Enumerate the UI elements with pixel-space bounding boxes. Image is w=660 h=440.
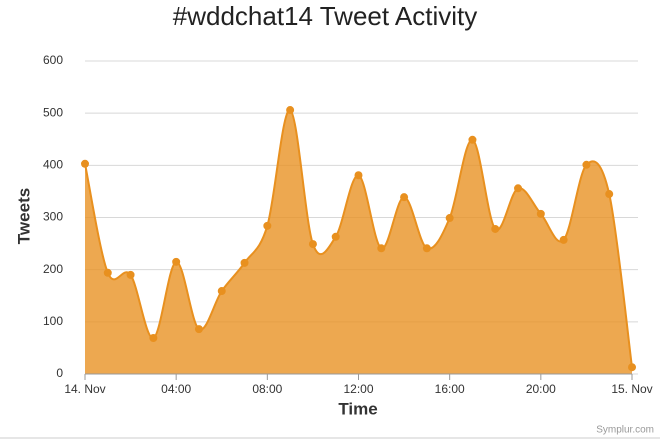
x-tick-label: 20:00 (526, 382, 556, 396)
y-tick-label: 0 (56, 366, 63, 380)
y-tick-label: 300 (43, 210, 63, 224)
x-tick-label: 04:00 (161, 382, 191, 396)
y-tick-label: 400 (43, 158, 63, 172)
point (286, 106, 295, 115)
x-tick-label: 16:00 (435, 382, 465, 396)
point (126, 270, 135, 279)
point (628, 363, 636, 372)
point (263, 221, 272, 230)
y-tick-label: 200 (43, 262, 63, 276)
y-tick-label: 500 (43, 105, 63, 119)
point (308, 240, 317, 249)
x-tick-label: 14. Nov (64, 382, 105, 396)
y-tick-label: 100 (43, 314, 63, 328)
chart-title: #wddchat14 Tweet Activity (173, 1, 477, 31)
point (491, 224, 500, 233)
x-tick-label: 15. Nov (611, 382, 652, 396)
point (331, 232, 340, 241)
point (217, 287, 226, 296)
point (400, 193, 409, 202)
point (103, 268, 112, 277)
point (536, 209, 545, 218)
area (85, 109, 632, 375)
point (377, 244, 386, 253)
x-axis-title: Time (338, 399, 377, 418)
y-axis-title: Tweets (14, 188, 33, 244)
point (422, 244, 431, 253)
point (240, 258, 249, 267)
y-tick-label: 600 (43, 53, 63, 67)
x-tick-label: 12:00 (343, 382, 373, 396)
point (194, 325, 203, 334)
point (582, 160, 591, 169)
point (468, 135, 477, 144)
point (514, 184, 523, 193)
point (149, 334, 158, 343)
point (81, 159, 89, 168)
credit: Symplur.com (596, 425, 654, 436)
point (172, 257, 181, 266)
point (445, 214, 454, 223)
point (559, 235, 568, 244)
x-tick-label: 08:00 (252, 382, 282, 396)
point (354, 171, 363, 180)
point (605, 190, 614, 199)
